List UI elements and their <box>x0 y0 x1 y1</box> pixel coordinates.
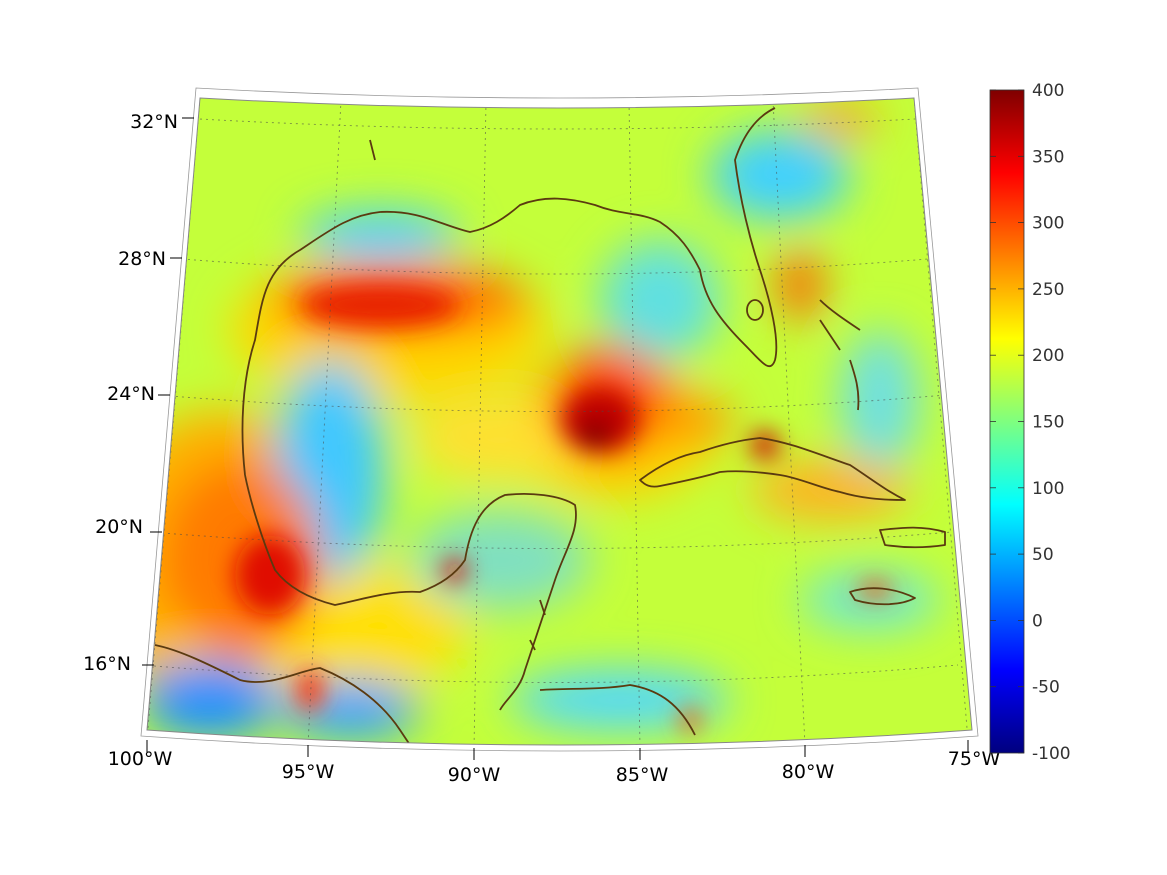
map-frame <box>146 97 973 746</box>
coastlines <box>154 107 946 745</box>
field-hotspots <box>235 283 893 732</box>
latitude-labels: 32°N 28°N 24°N 20°N 16°N <box>83 111 178 675</box>
lat-label-28: 28°N <box>118 248 166 270</box>
lat-label-16: 16°N <box>83 653 131 675</box>
map-panel <box>147 98 972 745</box>
colorbar-label: 250 <box>1032 280 1064 300</box>
lat-label-32: 32°N <box>130 111 178 133</box>
colorbar-label: 300 <box>1032 214 1064 234</box>
colorbar-label: 400 <box>1032 81 1064 101</box>
colorbar-label: 50 <box>1032 545 1054 565</box>
longitude-labels: 100°W 95°W 90°W 85°W 80°W 75°W <box>108 748 1001 786</box>
graticule <box>147 98 969 745</box>
lon-label-85: 85°W <box>616 764 669 786</box>
lon-label-80: 80°W <box>782 761 835 783</box>
lon-label-75: 75°W <box>948 748 1001 770</box>
lat-label-20: 20°N <box>95 516 143 538</box>
colorbar-label: 100 <box>1032 479 1064 499</box>
lat-label-24: 24°N <box>107 383 155 405</box>
frame-ticks <box>142 117 969 760</box>
colorbar-label: -100 <box>1032 744 1071 764</box>
map-frame-outer <box>140 87 979 752</box>
colorbar: 400 350 300 250 200 150 100 50 0 -50 -100 <box>989 81 1071 764</box>
colorbar-label: 150 <box>1032 413 1064 433</box>
lon-label-90: 90°W <box>448 764 501 786</box>
colorbar-label: -50 <box>1032 678 1060 698</box>
lon-label-95: 95°W <box>282 761 335 783</box>
colorbar-label: 200 <box>1032 346 1064 366</box>
colorbar-label: 0 <box>1032 611 1043 631</box>
colorbar-label: 350 <box>1032 147 1064 167</box>
colorbar-ticks: 400 350 300 250 200 150 100 50 0 -50 -100 <box>990 81 1071 764</box>
lon-label-100: 100°W <box>108 748 173 770</box>
